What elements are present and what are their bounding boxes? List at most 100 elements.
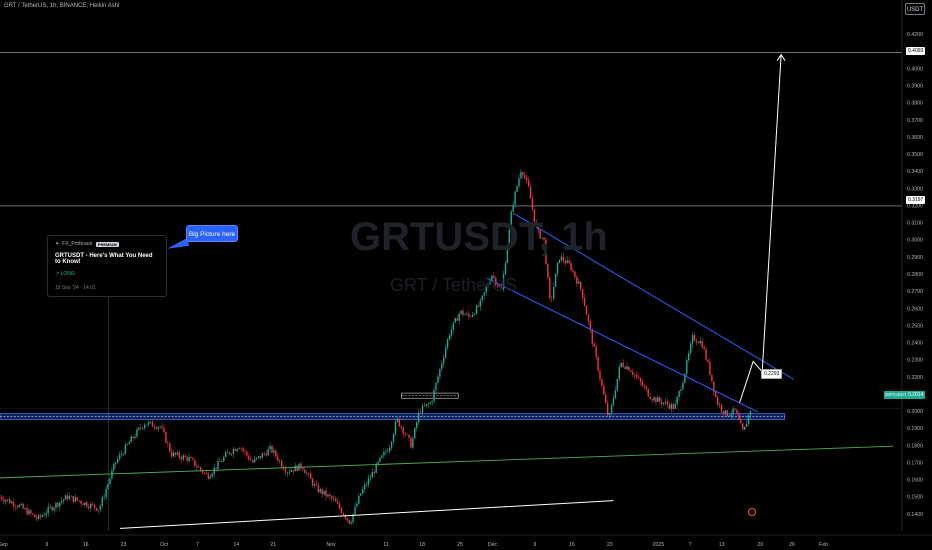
price-tick-label: 0.2600 (907, 306, 923, 312)
price-tick-label: 0.2700 (907, 289, 923, 295)
candle-body (579, 281, 582, 289)
candle-body (82, 503, 84, 506)
candle-body (473, 313, 476, 315)
candle-body (392, 434, 395, 442)
idea-author[interactable]: FX_Professor (62, 241, 93, 247)
candle-body (620, 362, 622, 368)
time-tick-label: Dec (488, 542, 498, 548)
candle-body (724, 410, 727, 414)
candle-body (742, 423, 744, 430)
candle-body (421, 405, 424, 413)
candle-body (460, 310, 462, 314)
candle-body (334, 498, 337, 502)
candle-body (500, 286, 503, 290)
candle-body (618, 367, 620, 379)
candle-body (549, 277, 551, 298)
idea-title[interactable]: GRTUSDT - Here's What You Need to Know! (55, 253, 153, 265)
candle-body (394, 421, 397, 435)
candle-body (524, 175, 526, 178)
candle-body (554, 273, 557, 287)
candle-body (599, 370, 601, 380)
candle-body (186, 457, 188, 461)
candle-body (59, 502, 61, 507)
candle-body (101, 497, 103, 507)
candle-body (327, 494, 329, 497)
candle-body (296, 465, 298, 471)
candle-body (234, 449, 237, 451)
candle-body (659, 397, 661, 402)
chart-title: GRT / TetherUS, 1h, BINANCE, Heikin Ashi (4, 3, 120, 9)
candle-body (284, 469, 287, 473)
candle-body (93, 504, 96, 508)
candle-body (265, 453, 267, 456)
candle-body (201, 469, 204, 473)
candle-body (707, 359, 709, 362)
candle-body (695, 340, 698, 343)
candle-body (174, 452, 177, 455)
candle-body (53, 507, 55, 511)
time-tick-label: 20 (757, 542, 763, 548)
candle-body (155, 427, 157, 429)
candle-body (113, 463, 115, 471)
candle-body (35, 517, 38, 519)
candle-body (676, 397, 678, 404)
price-tick-label: 0.1800 (907, 443, 923, 449)
candle-body (412, 438, 414, 448)
candle-body (97, 509, 100, 511)
candle-body (605, 394, 607, 404)
candle-body (363, 484, 366, 490)
idea-card[interactable]: ✦ FX_Professor PREMIUM GRTUSDT - Here's … (47, 235, 167, 297)
candle-body (142, 427, 144, 429)
time-tick-label: 16 (83, 542, 89, 548)
candle-body (734, 408, 736, 410)
candle-body (452, 322, 455, 330)
candle-body (439, 368, 441, 377)
candle-body (304, 469, 306, 474)
candle-body (545, 239, 547, 265)
candle-body (55, 502, 57, 508)
candle-body (483, 292, 485, 296)
events-icon[interactable] (748, 508, 756, 516)
channel-lower-line (486, 277, 758, 413)
candle-body (562, 256, 565, 262)
candle-body (203, 472, 206, 474)
level-label-mid: 0.3197 (906, 196, 926, 204)
candle-body (504, 263, 507, 275)
candle-body (323, 490, 325, 495)
candle-body (641, 381, 644, 386)
candle-body (743, 426, 746, 430)
candle-body (468, 313, 470, 317)
idea-direction: ↗ LONG (55, 271, 159, 277)
candle-body (124, 444, 127, 454)
candle-body (167, 442, 169, 444)
candle-body (66, 495, 69, 500)
candle-body (595, 346, 597, 357)
candle-body (672, 404, 674, 409)
candle-body (361, 489, 364, 494)
candle-body (199, 467, 202, 470)
candle-body (10, 501, 13, 504)
time-tick-label: Sep (0, 542, 8, 548)
currency-unit-button[interactable]: USDT (905, 3, 925, 15)
price-tick-label: 0.3100 (907, 221, 923, 227)
candle-body (373, 472, 375, 474)
channel-upper-line (513, 213, 795, 380)
candle-body (290, 470, 293, 472)
candle-body (286, 472, 289, 474)
candle-body (589, 321, 592, 330)
candle-body (607, 403, 609, 415)
time-tick-label: 14 (233, 542, 239, 548)
candle-body (510, 211, 512, 228)
candle-body (406, 434, 408, 436)
candle-body (497, 284, 499, 287)
candle-body (169, 443, 171, 452)
candle-body (257, 456, 260, 458)
callout-note[interactable]: Big Picture here (186, 225, 238, 242)
candle-body (682, 382, 684, 390)
candle-body (701, 340, 703, 348)
candle-body (91, 503, 94, 505)
time-tick-label: 21 (270, 542, 276, 548)
candle-body (566, 260, 568, 264)
candle-body (489, 280, 491, 285)
